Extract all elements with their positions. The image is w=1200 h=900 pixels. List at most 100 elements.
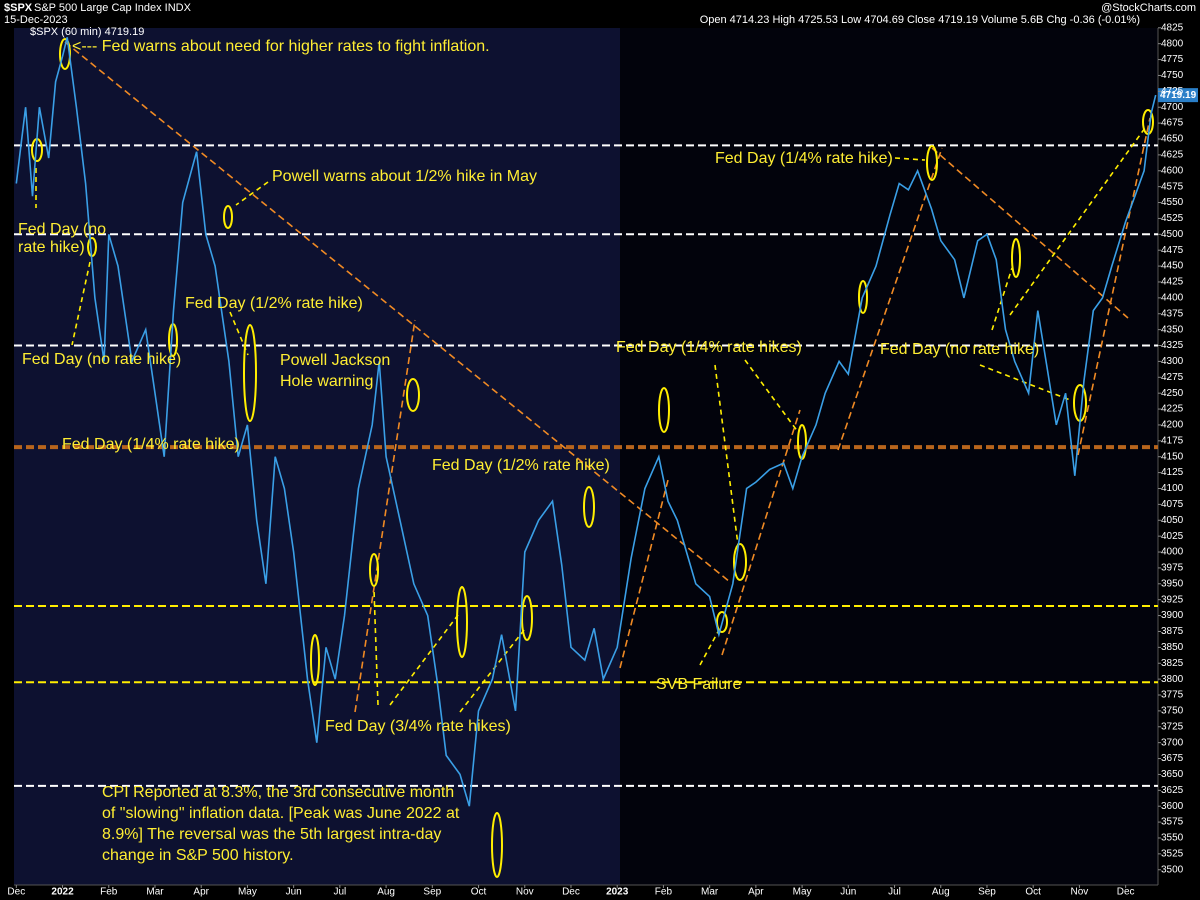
x-tick-label: Oct (1025, 887, 1041, 898)
x-tick-label: Aug (377, 887, 395, 898)
arrow (235, 181, 269, 206)
y-tick-label: 3675 (1161, 753, 1184, 764)
date: 15-Dec-2023 (4, 14, 68, 26)
y-tick-label: 3550 (1161, 833, 1184, 844)
x-tick-label: Jun (286, 887, 302, 898)
x-tick-label: Dec (7, 887, 25, 898)
annotation: Fed Day (1/4% rate hike) (715, 150, 893, 167)
annotation: Fed Day (no rate hike) (22, 351, 181, 368)
x-tick-label: Sep (978, 887, 996, 898)
y-tick-label: 3525 (1161, 849, 1184, 860)
last-price-box (1158, 88, 1198, 103)
annotation: rate hike) (18, 239, 85, 256)
x-tick-label: Nov (1071, 887, 1089, 898)
y-tick-label: 4500 (1161, 229, 1184, 240)
x-tick-label: Mar (146, 887, 164, 898)
highlight (223, 205, 233, 229)
annotation: Fed Day (1/2% rate hike) (185, 295, 363, 312)
annotation: <--- Fed warns about need for higher rat… (72, 38, 490, 55)
x-tick-label: Apr (748, 887, 764, 898)
x-tick-label: Sep (423, 887, 441, 898)
annotation: SVB Failure (656, 676, 741, 693)
x-tick-label: Jul (888, 887, 901, 898)
x-tick-label: Apr (193, 887, 209, 898)
annotation: Fed Day (3/4% rate hikes) (325, 718, 511, 735)
y-tick-label: 4175 (1161, 435, 1184, 446)
y-tick-label: 4750 (1161, 70, 1184, 81)
y-tick-label: 3575 (1161, 817, 1184, 828)
y-tick-label: 4575 (1161, 181, 1184, 192)
highlight (406, 378, 420, 412)
x-tick-label: Jun (840, 887, 856, 898)
y-tick-label: 4275 (1161, 372, 1184, 383)
x-tick-label: Jul (333, 887, 346, 898)
symbol: $SPX (4, 2, 33, 14)
annotation: Fed Day (no rate hike) (880, 341, 1039, 358)
highlight (858, 280, 868, 314)
annotation: Fed Day (no (18, 221, 106, 238)
y-tick-label: 4225 (1161, 404, 1184, 415)
y-tick-label: 4300 (1161, 356, 1184, 367)
y-tick-label: 4350 (1161, 324, 1184, 335)
arrow (389, 614, 459, 706)
ohlc: Open 4714.23 High 4725.53 Low 4704.69 Cl… (700, 14, 1140, 26)
y-tick-label: 3725 (1161, 721, 1184, 732)
highlight (521, 595, 533, 641)
y-tick-label: 3800 (1161, 674, 1184, 685)
arrow (744, 359, 799, 433)
y-tick-label: 3925 (1161, 594, 1184, 605)
y-tick-label: 3600 (1161, 801, 1184, 812)
y-tick-label: 4650 (1161, 134, 1184, 145)
highlight (243, 324, 257, 422)
annotation: Hole warning (280, 373, 373, 390)
highlight (1011, 238, 1021, 278)
y-tick-label: 3825 (1161, 658, 1184, 669)
y-tick-label: 4825 (1161, 22, 1184, 33)
y-tick-label: 4000 (1161, 547, 1184, 558)
y-tick-label: 3775 (1161, 690, 1184, 701)
annotation: Fed Day (1/2% rate hike) (432, 457, 610, 474)
y-tick-label: 4075 (1161, 499, 1184, 510)
annotation: change in S&P 500 history. (102, 847, 294, 864)
arrow (714, 364, 739, 546)
x-tick-label: Feb (100, 887, 118, 898)
y-tick-label: 4725 (1161, 86, 1184, 97)
y-tick-label: 3650 (1161, 769, 1184, 780)
trend-line (1077, 117, 1151, 456)
y-tick-label: 4375 (1161, 308, 1184, 319)
x-tick-label: Dec (1117, 887, 1135, 898)
y-tick-label: 4325 (1161, 340, 1184, 351)
highlight (658, 387, 670, 433)
y-tick-label: 3500 (1161, 864, 1184, 875)
highlight (369, 553, 379, 587)
arrow (979, 364, 1071, 401)
y-tick-label: 4200 (1161, 420, 1184, 431)
annotation: 8.9%] The reversal was the 5th largest i… (102, 826, 441, 843)
y-tick-label: 4525 (1161, 213, 1184, 224)
y-tick-label: 4775 (1161, 54, 1184, 65)
y-tick-label: 4050 (1161, 515, 1184, 526)
last-price-label: 4719.19 (1160, 90, 1197, 101)
highlight (310, 634, 320, 686)
highlight (491, 812, 503, 878)
y-tick-label: 4625 (1161, 150, 1184, 161)
y-tick-label: 4700 (1161, 102, 1184, 113)
y-tick-label: 4025 (1161, 531, 1184, 542)
y-tick-label: 4425 (1161, 277, 1184, 288)
x-tick-label: Feb (655, 887, 673, 898)
y-tick-label: 4600 (1161, 165, 1184, 176)
highlight (926, 145, 938, 181)
arrow (1009, 127, 1146, 316)
y-tick-label: 4450 (1161, 261, 1184, 272)
shade-2023 (620, 28, 1158, 885)
annotation: Fed Day (1/4% rate hike) (62, 436, 240, 453)
trend-line (354, 319, 416, 713)
annotation: of "slowing" inflation data. [Peak was J… (102, 805, 460, 822)
x-tick-label: Aug (932, 887, 950, 898)
y-tick-label: 3900 (1161, 610, 1184, 621)
y-tick-label: 4400 (1161, 292, 1184, 303)
y-tick-label: 4125 (1161, 467, 1184, 478)
y-tick-label: 4550 (1161, 197, 1184, 208)
annotation: Fed Day (1/4% rate hikes) (616, 339, 802, 356)
x-tick-label: Nov (516, 887, 534, 898)
